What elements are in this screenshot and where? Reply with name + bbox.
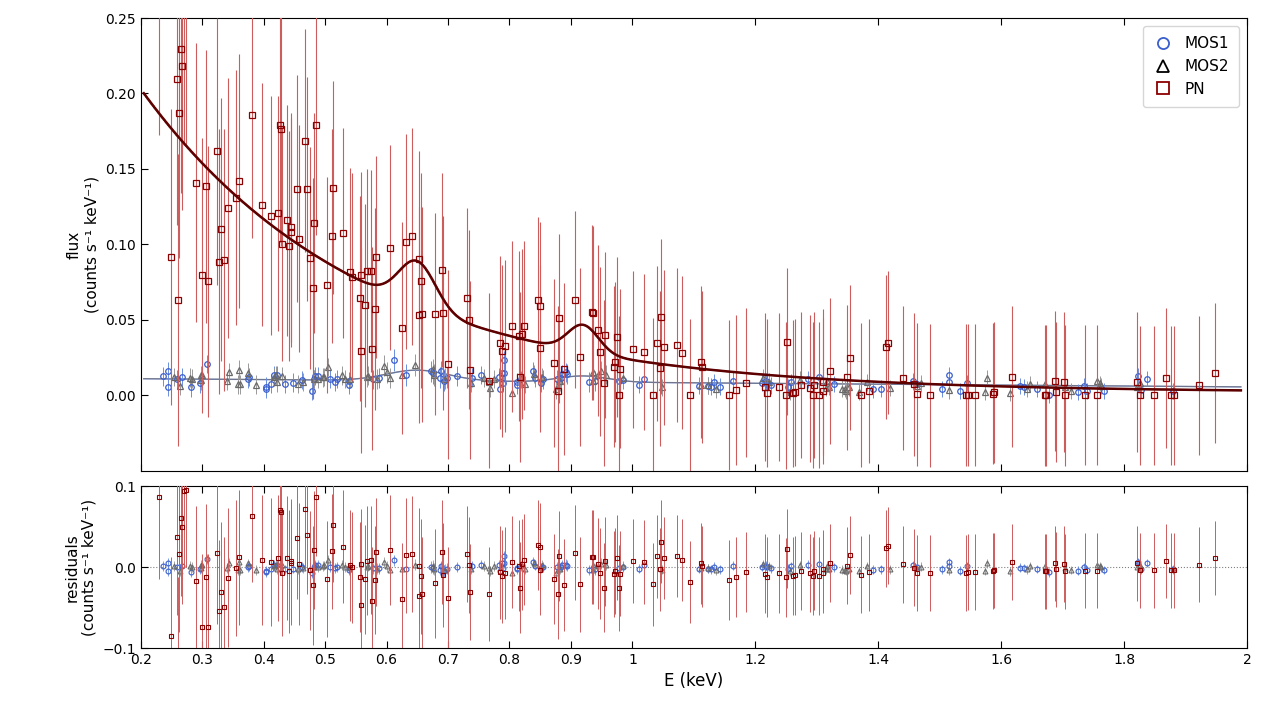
Legend: MOS1, MOS2, PN: MOS1, MOS2, PN	[1143, 26, 1239, 107]
Y-axis label: residuals
(counts s⁻¹ keV⁻¹): residuals (counts s⁻¹ keV⁻¹)	[64, 498, 97, 636]
X-axis label: E (keV): E (keV)	[664, 672, 724, 690]
Y-axis label: flux
(counts s⁻¹ keV⁻¹): flux (counts s⁻¹ keV⁻¹)	[67, 176, 100, 313]
